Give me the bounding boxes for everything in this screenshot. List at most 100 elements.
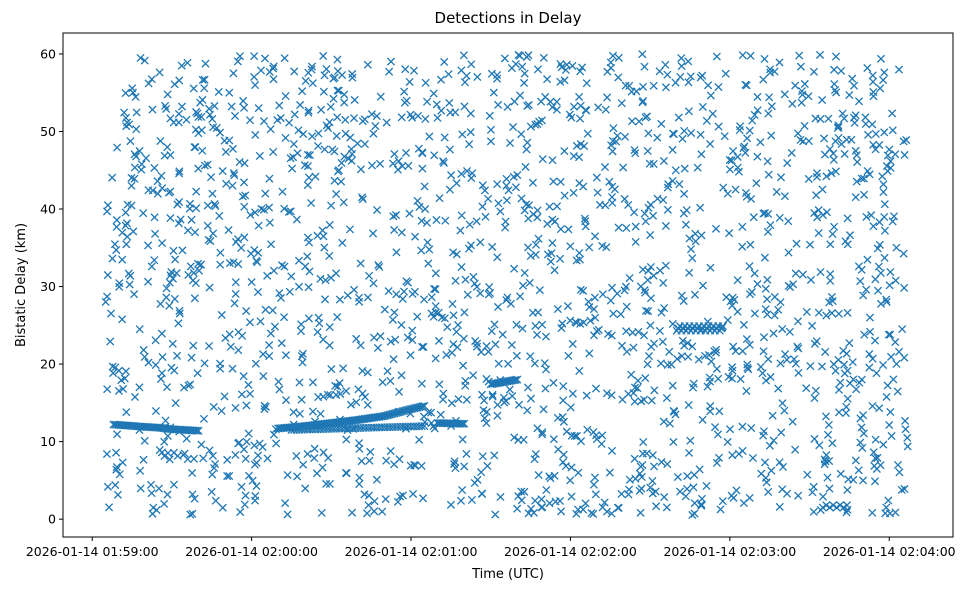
data-point	[318, 463, 327, 472]
data-point	[259, 350, 268, 359]
data-point	[437, 313, 446, 322]
data-point	[840, 149, 849, 159]
data-point	[151, 360, 160, 370]
data-point	[659, 156, 669, 166]
data-point	[184, 381, 193, 390]
data-point	[798, 270, 807, 279]
data-point	[434, 308, 443, 317]
data-point	[841, 409, 851, 418]
data-point	[310, 417, 320, 426]
data-point	[476, 238, 485, 247]
data-point	[440, 57, 449, 67]
data-point	[565, 110, 574, 119]
data-point	[539, 53, 548, 62]
data-point	[849, 375, 858, 384]
data-point	[169, 480, 178, 489]
data-point	[513, 504, 522, 513]
data-point	[712, 52, 721, 61]
data-point	[820, 455, 829, 464]
data-point	[872, 369, 881, 378]
data-point	[598, 290, 607, 299]
data-point	[868, 508, 877, 517]
data-point	[882, 297, 891, 306]
data-point	[301, 262, 310, 271]
data-point	[278, 187, 287, 196]
data-point	[793, 317, 803, 326]
data-point	[234, 439, 243, 448]
data-point	[840, 369, 849, 378]
data-point	[684, 57, 693, 66]
data-point	[299, 460, 308, 469]
data-point	[316, 274, 325, 283]
data-point	[689, 483, 698, 492]
data-point	[163, 431, 172, 441]
data-point	[303, 181, 312, 190]
data-point	[715, 407, 724, 416]
data-point	[121, 221, 130, 230]
data-point	[144, 277, 153, 286]
data-point	[631, 149, 640, 158]
data-point	[425, 132, 434, 141]
data-point	[320, 145, 329, 154]
data-point	[188, 490, 197, 499]
data-point	[392, 248, 401, 257]
data-point	[465, 140, 474, 149]
data-point	[814, 308, 823, 317]
data-point	[363, 400, 372, 409]
data-point	[674, 113, 683, 122]
data-point	[122, 240, 131, 249]
data-point	[376, 92, 385, 101]
data-point	[869, 222, 878, 231]
data-point	[865, 363, 874, 372]
data-point	[809, 482, 818, 491]
data-point	[118, 458, 127, 467]
data-point	[493, 302, 503, 312]
data-point	[513, 171, 522, 180]
data-point	[466, 109, 475, 118]
data-point	[231, 238, 241, 247]
data-point	[348, 73, 357, 82]
data-point	[205, 283, 214, 292]
data-point	[458, 419, 467, 428]
data-point	[115, 470, 124, 479]
data-point	[738, 51, 747, 60]
data-point	[804, 174, 813, 183]
data-point	[533, 65, 543, 74]
data-point	[792, 239, 801, 248]
data-point	[832, 88, 841, 97]
data-point	[852, 151, 861, 160]
data-point	[265, 67, 274, 76]
data-point	[433, 113, 442, 122]
data-point	[539, 405, 548, 414]
data-point	[396, 492, 405, 501]
data-point	[553, 305, 562, 314]
data-point	[211, 460, 220, 469]
data-point	[289, 420, 298, 429]
data-point	[813, 213, 822, 222]
data-point	[753, 280, 762, 289]
data-point	[454, 395, 463, 404]
data-point	[451, 276, 460, 285]
data-point	[314, 129, 323, 138]
data-point	[759, 427, 768, 436]
data-point	[266, 240, 276, 249]
data-point	[248, 476, 257, 485]
data-point	[784, 248, 793, 257]
data-point	[103, 385, 112, 394]
data-point	[330, 176, 339, 185]
data-point	[661, 261, 670, 270]
data-point	[198, 75, 207, 85]
data-point	[653, 194, 662, 203]
data-point	[316, 409, 325, 418]
data-point	[230, 171, 239, 180]
data-point	[661, 60, 670, 69]
data-point	[408, 289, 417, 299]
data-point	[875, 240, 884, 249]
data-point	[575, 179, 584, 188]
data-point	[775, 458, 784, 467]
data-point	[493, 70, 502, 80]
data-point	[684, 401, 693, 410]
data-point	[571, 317, 580, 327]
data-point	[112, 245, 121, 255]
data-point	[321, 276, 330, 285]
